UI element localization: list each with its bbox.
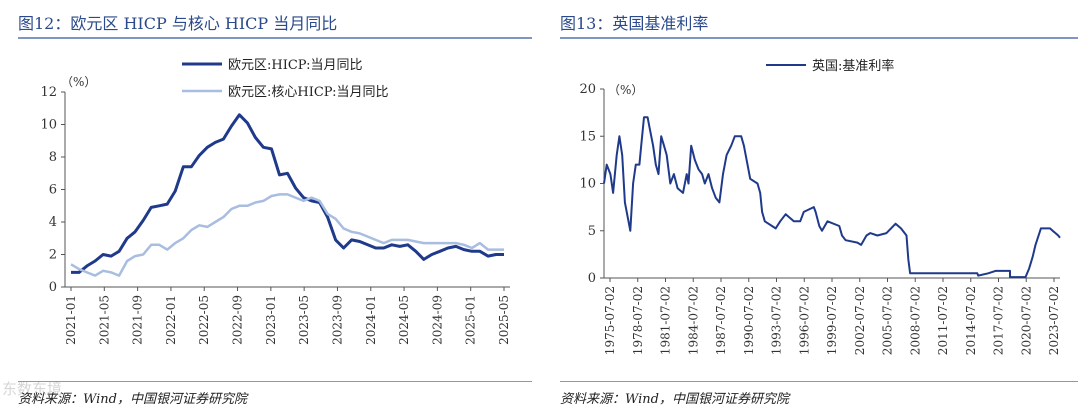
uk-rate-x-tick-label: 2014-07-02 xyxy=(964,286,978,355)
hicp-unit-label: （%） xyxy=(61,75,96,89)
uk-rate-y-tick-label: 20 xyxy=(579,82,596,97)
hicp-series-line-2 xyxy=(70,193,504,277)
uk-rate-series-line-1 xyxy=(603,116,1061,279)
hicp-legend-label-2: 欧元区:核心HICP:当月同比 xyxy=(228,85,388,100)
uk-rate-legend-label-1: 英国:基准利率 xyxy=(812,58,894,74)
hicp-x-tick-label: 2023-09 xyxy=(330,295,344,345)
uk-rate-unit-label: （%） xyxy=(608,83,643,97)
hicp-y-tick-label: 8 xyxy=(49,150,57,165)
uk-rate-x-tick-label: 2023-07-02 xyxy=(1047,286,1061,355)
uk-rate-x-tick-label: 1981-07-02 xyxy=(659,286,673,355)
uk-rate-y-tick-label: 15 xyxy=(579,129,596,144)
left-chart-svg: 0 2 4 6 8 10 12 （%） 2021-01 2021-05 2021-09 2022-01… xyxy=(40,58,511,345)
hicp-x-tick-label: 2022-09 xyxy=(231,295,245,345)
hicp-x-tick-label: 2021-01 xyxy=(64,295,78,345)
hicp-x-tick-label: 2023-05 xyxy=(297,295,311,345)
uk-rate-x-tick-label: 1984-07-02 xyxy=(686,286,700,355)
hicp-y-tick-label: 6 xyxy=(49,183,57,198)
uk-rate-x-tick-label: 2002-07-02 xyxy=(853,286,867,355)
uk-rate-x-tick-label: 2011-07-02 xyxy=(936,286,950,355)
left-chart-panel: 图12：欧元区 HICP 与核心 HICP 当月同比 0 2 4 6 8 10 12 （%） 2… xyxy=(18,14,532,407)
uk-rate-y-tick-label: 5 xyxy=(588,224,596,239)
uk-rate-x-tick-label: 1996-07-02 xyxy=(797,286,811,355)
uk-rate-y-tick-label: 0 xyxy=(588,271,596,286)
uk-rate-x-tick-label: 1987-07-02 xyxy=(714,286,728,355)
hicp-x-tick-label: 2021-09 xyxy=(131,295,145,345)
watermark: 东数东境 xyxy=(2,380,63,398)
uk-rate-x-tick-label: 1990-07-02 xyxy=(742,286,756,355)
hicp-series-line-1 xyxy=(71,113,504,274)
right-source-divider xyxy=(560,381,1078,382)
uk-rate-x-tick-label: 1975-07-02 xyxy=(603,286,617,355)
right-chart-source: 资料来源：Wind，中国银河证券研究院 xyxy=(560,392,789,407)
hicp-legend-label-1: 欧元区:HICP:当月同比 xyxy=(228,58,362,73)
uk-rate-x-tick-label: 1999-07-02 xyxy=(825,286,839,355)
right-chart-panel: 图13：英国基准利率 0 5 10 15 20 （%） 1975-07-02 1978-07-… xyxy=(556,0,1080,413)
hicp-y-tick-label: 12 xyxy=(40,85,57,100)
uk-rate-x-tick-label: 1978-07-02 xyxy=(631,286,645,355)
right-chart-svg: 0 5 10 15 20 （%） 1975-07-02 1978-07-02 1981-07-0… xyxy=(579,58,1061,355)
uk-rate-x-tick-label: 2008-07-02 xyxy=(908,286,922,355)
hicp-x-tick-label: 2022-01 xyxy=(164,295,178,345)
right-title-divider xyxy=(560,37,1078,39)
right-chart-title: 图13：英国基准利率 xyxy=(560,14,709,33)
uk-rate-x-tick-label: 1993-07-02 xyxy=(770,286,784,355)
hicp-x-tick-label: 2024-09 xyxy=(430,295,444,345)
uk-rate-x-tick-label: 2017-07-02 xyxy=(992,286,1006,355)
hicp-x-tick-label: 2023-01 xyxy=(264,295,278,345)
left-chart-title: 图12：欧元区 HICP 与核心 HICP 当月同比 xyxy=(18,14,338,33)
uk-rate-x-tick-label: 2020-07-02 xyxy=(1019,286,1033,355)
hicp-y-tick-label: 2 xyxy=(49,248,57,263)
uk-rate-y-tick-label: 10 xyxy=(579,177,596,192)
hicp-x-tick-label: 2024-05 xyxy=(397,295,411,345)
left-source-divider xyxy=(18,381,532,382)
hicp-x-tick-label: 2025-05 xyxy=(497,295,511,345)
left-chart-source: 资料来源：Wind，中国银河证券研究院 xyxy=(18,392,247,407)
hicp-x-tick-label: 2024-01 xyxy=(364,295,378,345)
left-title-divider xyxy=(18,37,532,39)
uk-rate-x-tick-label: 2005-07-02 xyxy=(881,286,895,355)
hicp-x-tick-label: 2022-05 xyxy=(197,295,211,345)
hicp-x-tick-label: 2021-05 xyxy=(97,295,111,345)
hicp-y-tick-label: 4 xyxy=(49,215,57,230)
hicp-y-tick-label: 0 xyxy=(49,280,57,295)
hicp-x-tick-label: 2025-01 xyxy=(464,295,478,345)
hicp-y-tick-label: 10 xyxy=(40,118,57,133)
